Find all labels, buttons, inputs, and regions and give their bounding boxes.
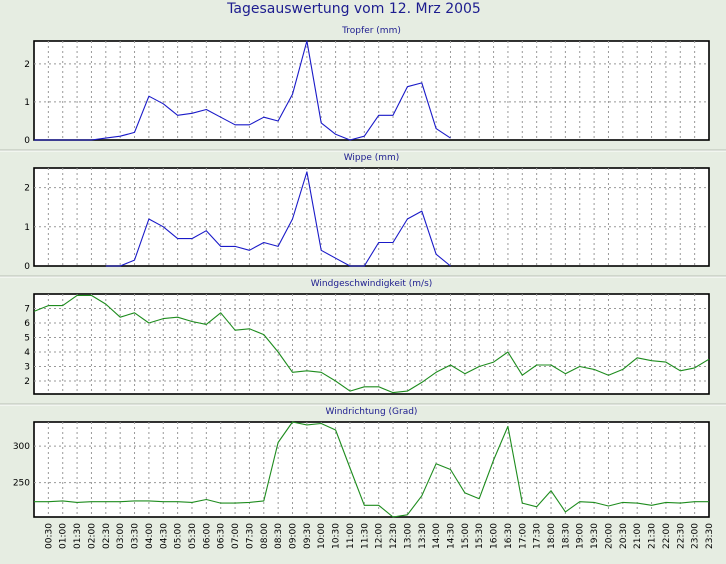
x-tick-label: 15:00 bbox=[461, 523, 471, 549]
x-tick-label: 03:00 bbox=[116, 523, 126, 549]
x-tick-label: 22:30 bbox=[676, 523, 686, 549]
x-tick-label: 21:30 bbox=[648, 523, 658, 549]
x-tick-label: 15:30 bbox=[475, 523, 485, 549]
x-tick-label: 18:30 bbox=[561, 523, 571, 549]
x-tick-label: 08:00 bbox=[260, 523, 270, 549]
y-tick-label: 5 bbox=[24, 333, 30, 343]
x-tick-label: 13:30 bbox=[418, 523, 428, 549]
x-tick-label: 11:00 bbox=[346, 523, 356, 549]
panel-title: Windgeschwindigkeit (m/s) bbox=[311, 279, 433, 289]
x-tick-label: 06:30 bbox=[217, 523, 227, 549]
x-tick-label: 17:30 bbox=[533, 523, 543, 549]
x-tick-label: 14:30 bbox=[446, 523, 456, 549]
x-tick-label: 17:00 bbox=[518, 523, 528, 549]
y-tick-label: 2 bbox=[24, 377, 30, 387]
x-tick-label: 05:00 bbox=[174, 523, 184, 549]
x-tick-label: 10:00 bbox=[317, 523, 327, 549]
x-tick-label: 08:30 bbox=[274, 523, 284, 549]
x-tick-label: 01:00 bbox=[59, 523, 69, 549]
x-tick-label: 05:30 bbox=[188, 523, 198, 549]
x-tick-label: 01:30 bbox=[73, 523, 83, 549]
x-tick-label: 10:30 bbox=[332, 523, 342, 549]
x-tick-label: 00:30 bbox=[44, 523, 54, 549]
x-tick-label: 07:30 bbox=[245, 523, 255, 549]
x-tick-label: 11:30 bbox=[360, 523, 370, 549]
y-tick-label: 4 bbox=[24, 348, 30, 358]
series-line bbox=[33, 294, 710, 394]
x-tick-label: 02:30 bbox=[102, 523, 112, 549]
y-tick-label: 3 bbox=[24, 362, 30, 372]
x-tick-label: 21:00 bbox=[633, 523, 643, 549]
x-tick-label: 12:00 bbox=[375, 523, 385, 549]
panel-title: Wippe (mm) bbox=[344, 153, 400, 163]
x-tick-label: 09:30 bbox=[303, 523, 313, 549]
y-tick-label: 0 bbox=[24, 262, 30, 272]
y-tick-label: 6 bbox=[24, 319, 30, 329]
y-tick-label: 2 bbox=[24, 184, 30, 194]
x-tick-label: 14:00 bbox=[432, 523, 442, 549]
x-tick-label: 06:00 bbox=[202, 523, 212, 549]
series-line bbox=[34, 421, 709, 518]
x-tick-label: 03:30 bbox=[131, 523, 141, 549]
plot-frame bbox=[33, 167, 710, 267]
x-tick-label: 04:30 bbox=[159, 523, 169, 549]
y-tick-label: 250 bbox=[13, 479, 30, 489]
y-tick-label: 1 bbox=[24, 223, 30, 233]
x-tick-label: 18:00 bbox=[547, 523, 557, 549]
x-tick-label: 23:30 bbox=[705, 523, 715, 549]
x-tick-label: 23:00 bbox=[691, 523, 701, 549]
x-tick-label: 20:00 bbox=[604, 523, 614, 549]
y-tick-label: 300 bbox=[13, 442, 30, 452]
x-tick-label: 22:00 bbox=[662, 523, 672, 549]
plot-frame bbox=[33, 421, 710, 518]
plot-frame bbox=[33, 40, 710, 141]
x-tick-label: 16:00 bbox=[490, 523, 500, 549]
x-tick-label: 12:30 bbox=[389, 523, 399, 549]
plot-frame bbox=[33, 293, 710, 395]
series-line bbox=[34, 40, 451, 141]
panel-title: Windrichtung (Grad) bbox=[326, 407, 418, 417]
y-tick-label: 1 bbox=[24, 98, 30, 108]
x-tick-label: 09:00 bbox=[289, 523, 299, 549]
x-tick-label: 20:30 bbox=[619, 523, 629, 549]
x-tick-label: 02:00 bbox=[87, 523, 97, 549]
x-tick-label: 19:00 bbox=[576, 523, 586, 549]
x-tick-label: 19:30 bbox=[590, 523, 600, 549]
main-title: Tagesauswertung vom 12. Mrz 2005 bbox=[226, 1, 481, 17]
y-tick-label: 2 bbox=[24, 60, 30, 70]
y-tick-label: 0 bbox=[24, 136, 30, 146]
x-tick-label: 04:00 bbox=[145, 523, 155, 549]
x-tick-label: 13:00 bbox=[403, 523, 413, 549]
x-tick-label: 07:00 bbox=[231, 523, 241, 549]
panel-title: Tropfer (mm) bbox=[341, 26, 401, 36]
y-tick-label: 7 bbox=[24, 304, 30, 314]
series-line bbox=[105, 171, 451, 267]
x-tick-label: 16:30 bbox=[504, 523, 514, 549]
